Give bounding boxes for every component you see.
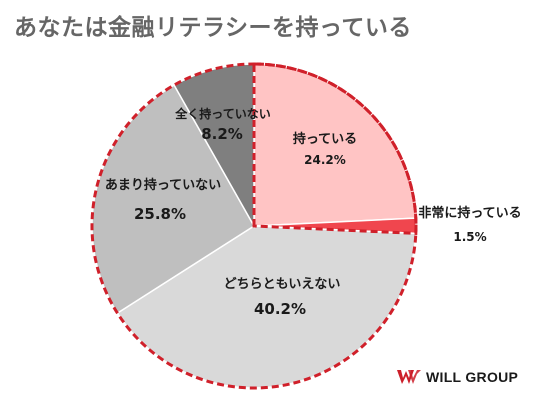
slice-label: どちらともいえない (224, 277, 341, 292)
slice-value-label: 40.2% (254, 300, 306, 318)
slice-label-group-amari: あまり持っていない 25.8% (105, 177, 221, 223)
slice-label-group-motteiru: 持っている 24.2% (293, 131, 357, 167)
slice-label: あまり持っていない (105, 177, 221, 193)
will-group-w-logo-icon (397, 370, 421, 384)
slice-value-label: 1.5% (453, 230, 486, 244)
slice-value-label: 24.2% (304, 153, 346, 167)
highlight-dashed-outline (252, 62, 418, 235)
slice-label-group-dochira: どちらともいえない 40.2% (224, 277, 341, 318)
slice-label-group-hijou: 非常に持っている 1.5% (418, 205, 521, 244)
will-group-logo: WILL GROUP (396, 368, 518, 386)
pie-slices (91, 63, 417, 389)
slice-label: 非常に持っている (418, 205, 521, 221)
slice-label: 全く持っていない (174, 106, 270, 121)
slice-value-label: 8.2% (201, 125, 243, 143)
slice-label-group-mattaku: 全く持っていない 8.2% (174, 106, 270, 143)
logo-text: WILL GROUP (426, 369, 519, 385)
slice-value-label: 25.8% (134, 205, 186, 223)
chart-title: あなたは金融リテラシーを持っている (14, 15, 412, 41)
pie-dashed-outline (90, 62, 418, 390)
slice-label: 持っている (293, 131, 357, 147)
